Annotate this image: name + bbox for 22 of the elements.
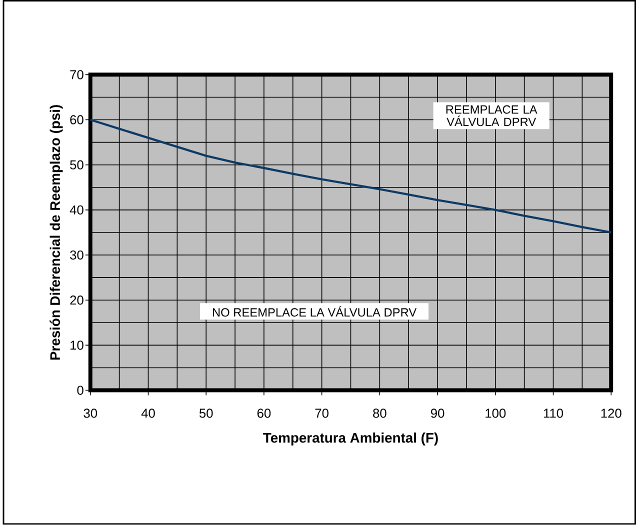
y-tick-label: 10	[70, 340, 84, 350]
y-tick-label: 40	[70, 206, 84, 215]
annotation: REEMPLACE LA VÁLVULA DPRV	[446, 105, 538, 126]
y-tick-label: 30	[70, 250, 84, 260]
x-tick-label: 70	[315, 408, 328, 418]
x-tick-label: 90	[430, 408, 444, 418]
x-tick-label: 30	[84, 408, 98, 418]
x-tick-label: 50	[199, 408, 213, 418]
x-tick-label: 110	[544, 408, 564, 418]
y-tick-label: 0	[77, 386, 84, 395]
x-tick-label: 100	[486, 408, 506, 418]
y-tick-label: 50	[70, 160, 84, 170]
annotation: NO REEMPLACE LA VÁLVULA DPRV	[212, 306, 417, 317]
x-axis-title: Temperatura Ambiental (F)	[263, 432, 438, 446]
x-tick-label: 40	[141, 408, 155, 418]
x-tick-label: 120	[601, 408, 622, 418]
y-tick-label: 60	[70, 115, 84, 124]
y-axis-title: Presión Diferencial de Reemplazo (psi)	[50, 105, 63, 360]
y-tick-label: 20	[70, 296, 84, 305]
x-tick-label: 60	[257, 408, 271, 418]
x-tick-label: 80	[373, 408, 386, 418]
y-tick-label: 70	[70, 70, 84, 80]
